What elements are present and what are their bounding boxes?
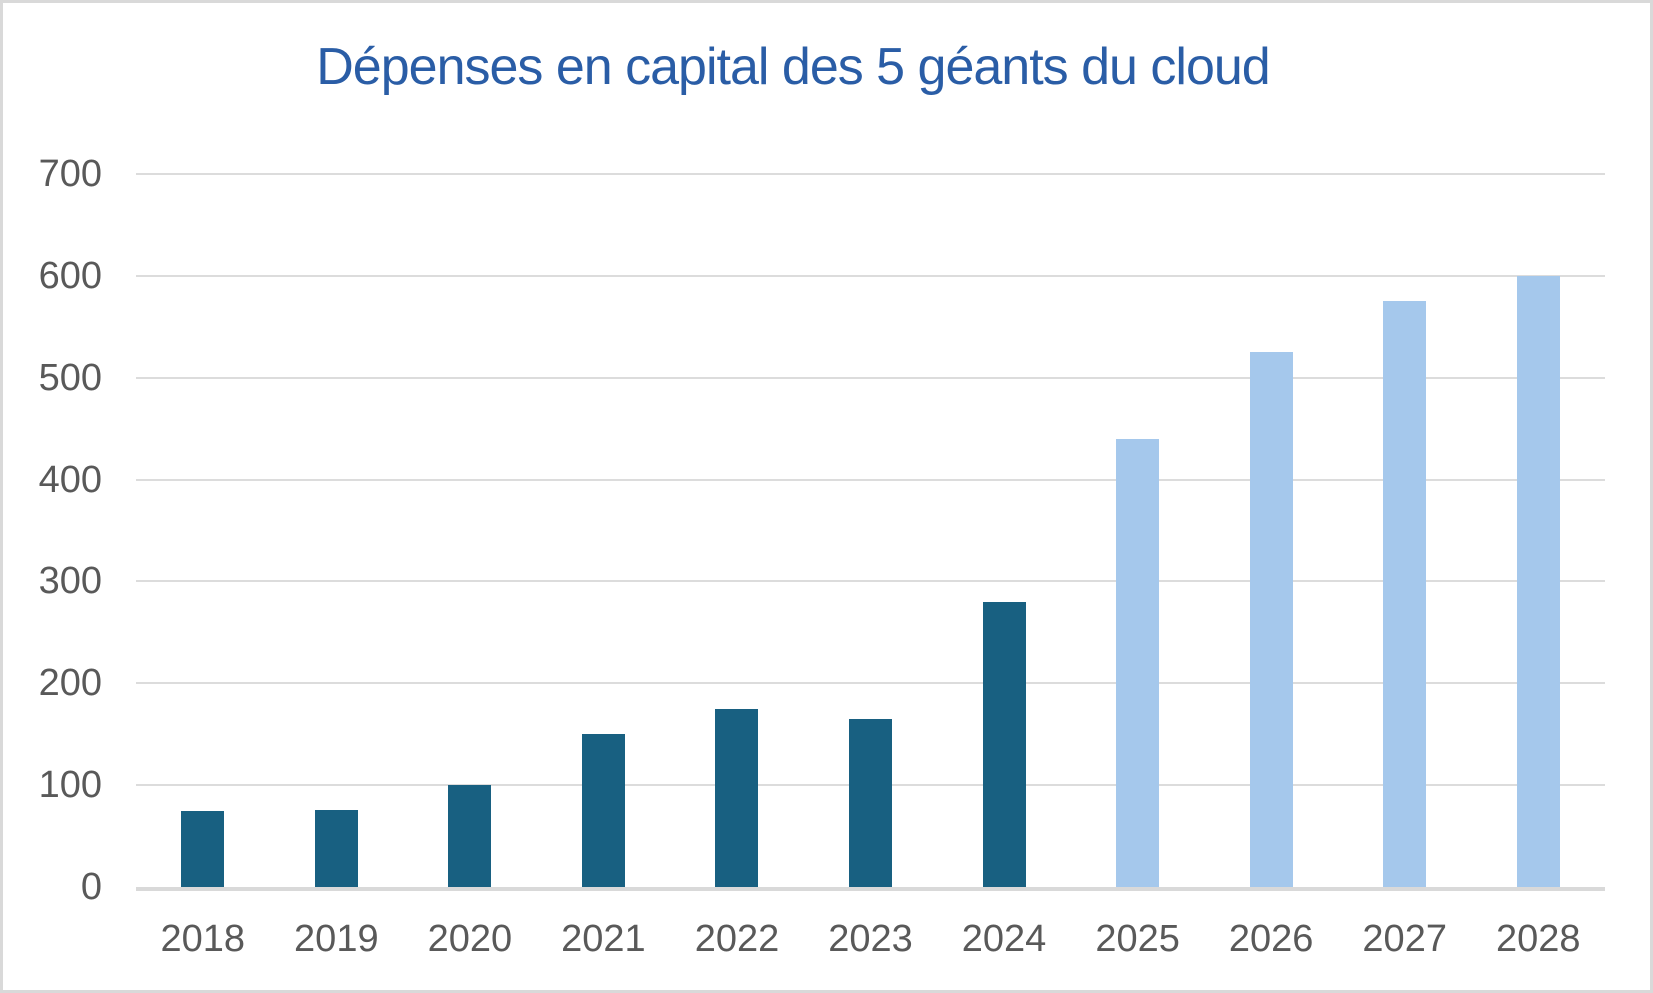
x-tick-label-2021: 2021 — [561, 918, 646, 960]
gridline-200 — [136, 682, 1605, 685]
x-tick-label-2027: 2027 — [1362, 918, 1447, 960]
bar-slot-2025 — [1071, 174, 1205, 887]
bar-slot-2022 — [670, 174, 804, 887]
y-tick-label-200: 200 — [38, 662, 102, 705]
bar-2027 — [1383, 301, 1427, 887]
y-tick-label-600: 600 — [38, 254, 102, 297]
gridline-300 — [136, 580, 1605, 583]
plot-area — [136, 173, 1605, 887]
bar-2020 — [448, 785, 492, 887]
x-tick-label-2018: 2018 — [160, 918, 246, 960]
bar-2023 — [849, 718, 892, 887]
bar-slot-2021 — [537, 174, 671, 887]
y-tick-label-500: 500 — [38, 356, 102, 399]
bar-2019 — [314, 809, 358, 887]
x-tick-label-2023: 2023 — [828, 918, 913, 960]
x-axis-line — [136, 887, 1605, 891]
bar-2018 — [181, 810, 225, 887]
bar-2025 — [1116, 438, 1160, 887]
x-tick-label-2020: 2020 — [427, 918, 513, 960]
bar-slot-2020 — [403, 174, 537, 887]
bar-slot-2027 — [1338, 174, 1472, 887]
x-tick-label-2022: 2022 — [694, 918, 780, 960]
y-tick-label-0: 0 — [80, 866, 102, 908]
gridline-400 — [136, 478, 1605, 481]
bar-2022 — [715, 708, 759, 887]
bar-2021 — [581, 734, 625, 887]
x-tick-label-2024: 2024 — [961, 918, 1047, 960]
bars-container — [136, 174, 1605, 887]
x-tick-label-2026: 2026 — [1228, 918, 1314, 960]
y-tick-label-100: 100 — [38, 764, 102, 807]
bar-2028 — [1516, 275, 1560, 887]
bar-slot-2028 — [1471, 174, 1605, 887]
x-tick-label-2025: 2025 — [1095, 918, 1180, 960]
x-tick-label-2019: 2019 — [294, 918, 379, 960]
bar-slot-2023 — [804, 174, 938, 887]
gridline-600 — [136, 274, 1605, 277]
y-tick-label-300: 300 — [38, 560, 102, 603]
bar-2026 — [1249, 352, 1293, 887]
bar-slot-2026 — [1204, 174, 1338, 887]
bar-2024 — [982, 601, 1026, 887]
y-tick-label-700: 700 — [38, 153, 102, 195]
bar-slot-2018 — [136, 174, 270, 887]
x-tick-label-2028: 2028 — [1495, 918, 1581, 960]
bar-slot-2019 — [270, 174, 404, 887]
chart-title: Dépenses en capital des 5 géants du clou… — [316, 38, 1270, 96]
x-axis-labels: 2018 2019 2020 2021 2022 2023 2024 2025 2026 2027… — [136, 917, 1605, 961]
bar-slot-2024 — [937, 174, 1071, 887]
y-tick-label-400: 400 — [38, 458, 102, 501]
gridline-500 — [136, 376, 1605, 379]
y-axis-labels: 0 100 200 300 400 500 600 700 — [3, 3, 102, 990]
gridline-700 — [136, 173, 1605, 175]
